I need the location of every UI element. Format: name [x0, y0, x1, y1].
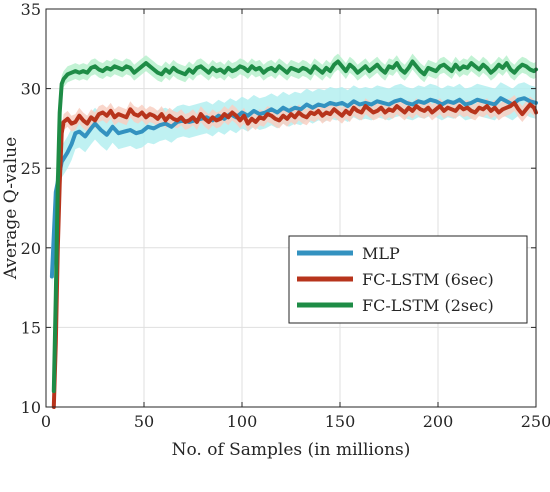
- series-lines: [49, 59, 538, 409]
- y-tick-label-1: 15: [21, 318, 41, 337]
- series-line-0: [49, 96, 538, 279]
- x-tick-label-1: 50: [134, 412, 154, 431]
- y-axis-ticks: 10 15 20 25 30 35: [21, 0, 536, 417]
- series-line-2: [51, 59, 538, 394]
- y-tick-label-4: 30: [21, 80, 41, 99]
- legend-label-0: MLP: [362, 244, 400, 263]
- x-axis-label: No. of Samples (in millions): [172, 440, 411, 460]
- y-axis-label: Average Q-value: [1, 137, 21, 280]
- legend-label-2: FC-LSTM (2sec): [362, 296, 494, 315]
- x-tick-label-4: 200: [423, 412, 454, 431]
- plot-frame: [45, 8, 537, 408]
- y-tick-label-0: 10: [21, 398, 41, 417]
- x-tick-label-0: 0: [41, 412, 51, 431]
- x-axis-ticks: 0 50 100 150 200 250: [41, 9, 550, 431]
- legend: MLP FC-LSTM (6sec) FC-LSTM (2sec): [288, 235, 528, 324]
- y-tick-label-5: 35: [21, 0, 41, 19]
- x-tick-label-2: 100: [227, 412, 258, 431]
- series-line-1: [51, 100, 538, 409]
- confidence-bands: [51, 53, 537, 407]
- legend-label-1: FC-LSTM (6sec): [362, 270, 494, 289]
- series-band-0: [51, 82, 537, 293]
- y-tick-label-2: 20: [21, 239, 41, 258]
- x-tick-label-3: 150: [325, 412, 356, 431]
- y-tick-label-3: 25: [21, 159, 41, 178]
- x-tick-label-5: 250: [521, 412, 550, 431]
